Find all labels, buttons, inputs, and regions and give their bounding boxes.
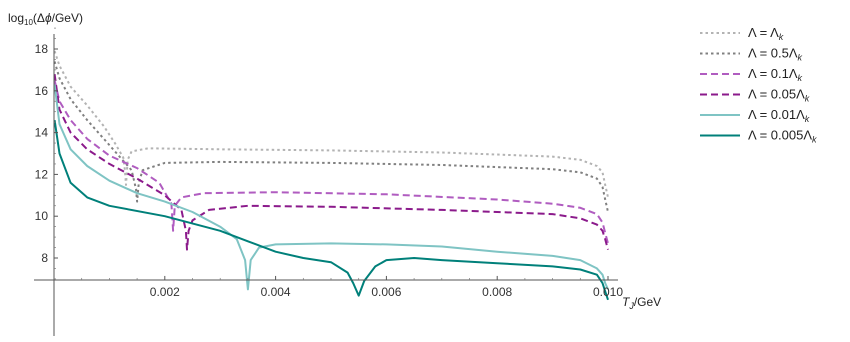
y-tick-label: 14 (35, 126, 49, 140)
legend-item: Λ = 0.005Λk (700, 128, 817, 145)
legend: Λ = Λk Λ = 0.5Λk Λ = 0.1Λk Λ = 0.05Λk Λ = 0.… (700, 25, 817, 145)
legend-item: Λ = 0.05Λk (700, 87, 810, 104)
series-line-4 (55, 74, 608, 250)
series-line-5 (55, 85, 608, 290)
axes (34, 34, 618, 336)
legend-label: Λ = 0.5Λk (748, 46, 803, 63)
x-tick-label: 0.004 (261, 285, 291, 299)
x-tick-label: 0.010 (593, 285, 623, 299)
x-tick-label: 0.008 (482, 285, 512, 299)
legend-item: Λ = 0.01Λk (700, 107, 810, 124)
legend-item: Λ = 0.5Λk (700, 46, 803, 63)
legend-label: Λ = Λk (748, 25, 784, 42)
x-axis-title: TJ/GeV (622, 295, 661, 311)
y-tick-label: 8 (41, 251, 48, 265)
x-ticks: 0.002 0.004 0.006 0.008 0.010 (82, 276, 624, 299)
y-tick-label: 18 (35, 42, 49, 56)
series-line-6 (55, 120, 608, 300)
legend-label: Λ = 0.05Λk (748, 87, 810, 104)
y-tick-label: 10 (35, 209, 49, 223)
x-tick-label: 0.006 (371, 285, 401, 299)
legend-item: Λ = Λk (700, 25, 784, 42)
legend-label: Λ = 0.01Λk (748, 107, 810, 124)
legend-item: Λ = 0.1Λk (700, 66, 803, 83)
y-axis-title: log10(Δϕ/GeV) (8, 11, 83, 27)
y-tick-label: 16 (35, 84, 49, 98)
series-line-2 (55, 62, 608, 213)
legend-label: Λ = 0.005Λk (748, 128, 817, 145)
series-line-3 (55, 80, 608, 243)
x-tick-label: 0.002 (150, 285, 180, 299)
series-line-1 (55, 51, 608, 197)
y-tick-label: 12 (35, 167, 49, 181)
data-curves (55, 51, 608, 300)
legend-label: Λ = 0.1Λk (748, 66, 803, 83)
